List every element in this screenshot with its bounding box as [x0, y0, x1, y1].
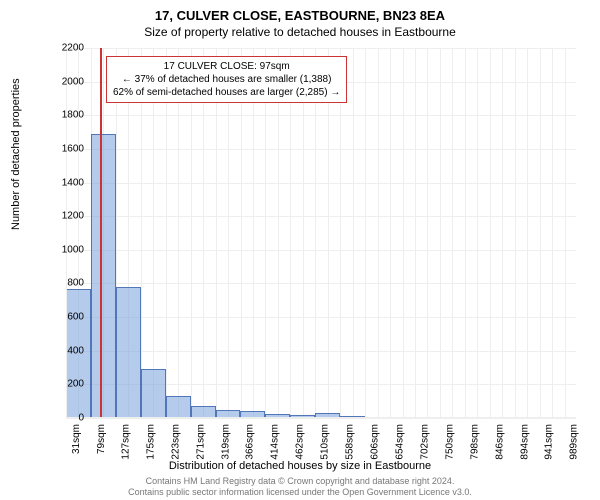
x-tick-label: 941sqm: [544, 424, 555, 460]
x-tick-label: 366sqm: [245, 424, 256, 460]
grid-vertical: [166, 48, 167, 418]
x-tick-label: 271sqm: [196, 424, 207, 460]
x-tick-label: 319sqm: [221, 424, 232, 460]
grid-vertical: [303, 48, 304, 418]
y-tick-label: 600: [44, 312, 84, 323]
grid-horizontal: [66, 317, 576, 318]
chart-title-1: 17, CULVER CLOSE, EASTBOURNE, BN23 8EA: [0, 8, 600, 23]
y-tick-label: 2000: [44, 76, 84, 87]
grid-vertical: [216, 48, 217, 418]
grid-vertical: [353, 48, 354, 418]
grid-vertical: [490, 48, 491, 418]
y-axis-label: Number of detached properties: [10, 78, 22, 230]
x-tick-label: 558sqm: [345, 424, 356, 460]
grid-horizontal: [66, 216, 576, 217]
grid-vertical: [565, 48, 566, 418]
grid-vertical: [540, 48, 541, 418]
annotation-line-1: 17 CULVER CLOSE: 97sqm: [113, 60, 340, 73]
x-tick-label: 606sqm: [370, 424, 381, 460]
x-tick-label: 846sqm: [494, 424, 505, 460]
grid-horizontal: [66, 418, 576, 419]
grid-vertical: [191, 48, 192, 418]
y-tick-label: 1800: [44, 110, 84, 121]
grid-vertical: [390, 48, 391, 418]
annotation-line-2: ← 37% of detached houses are smaller (1,…: [113, 73, 340, 86]
x-tick-label: 989sqm: [569, 424, 580, 460]
grid-vertical: [315, 48, 316, 418]
x-tick-label: 31sqm: [71, 424, 82, 454]
y-tick-label: 0: [44, 413, 84, 424]
x-axis-label: Distribution of detached houses by size …: [0, 460, 600, 472]
grid-horizontal: [66, 149, 576, 150]
chart-plot-area: 17 CULVER CLOSE: 97sqm← 37% of detached …: [66, 48, 576, 418]
grid-vertical: [340, 48, 341, 418]
x-tick-label: 79sqm: [96, 424, 107, 454]
grid-vertical: [241, 48, 242, 418]
grid-vertical: [153, 48, 154, 418]
grid-vertical: [427, 48, 428, 418]
grid-vertical: [203, 48, 204, 418]
chart-title-2: Size of property relative to detached ho…: [0, 25, 600, 39]
grid-vertical: [440, 48, 441, 418]
y-tick-label: 2200: [44, 43, 84, 54]
grid-vertical: [365, 48, 366, 418]
grid-vertical: [265, 48, 266, 418]
histogram-bar: [91, 134, 116, 418]
x-tick-label: 462sqm: [295, 424, 306, 460]
grid-vertical: [253, 48, 254, 418]
y-tick-label: 1200: [44, 211, 84, 222]
x-tick-label: 798sqm: [469, 424, 480, 460]
grid-vertical: [477, 48, 478, 418]
grid-horizontal: [66, 351, 576, 352]
y-tick-label: 200: [44, 379, 84, 390]
annotation-box: 17 CULVER CLOSE: 97sqm← 37% of detached …: [106, 56, 347, 103]
x-tick-label: 175sqm: [146, 424, 157, 460]
grid-vertical: [552, 48, 553, 418]
y-tick-label: 400: [44, 345, 84, 356]
histogram-bar: [141, 369, 166, 418]
grid-vertical: [178, 48, 179, 418]
y-tick-label: 1400: [44, 177, 84, 188]
x-tick-label: 654sqm: [395, 424, 406, 460]
x-tick-label: 414sqm: [270, 424, 281, 460]
grid-vertical: [141, 48, 142, 418]
x-tick-label: 750sqm: [444, 424, 455, 460]
x-tick-label: 702sqm: [419, 424, 430, 460]
property-marker-line: [100, 48, 102, 418]
histogram-bar: [166, 396, 191, 418]
grid-horizontal: [66, 183, 576, 184]
footer-line-2: Contains public sector information licen…: [0, 487, 600, 498]
x-tick-label: 510sqm: [320, 424, 331, 460]
footer-line-1: Contains HM Land Registry data © Crown c…: [0, 476, 600, 487]
annotation-line-3: 62% of semi-detached houses are larger (…: [113, 86, 340, 99]
grid-vertical: [415, 48, 416, 418]
footer-attribution: Contains HM Land Registry data © Crown c…: [0, 476, 600, 498]
grid-vertical: [378, 48, 379, 418]
x-tick-label: 894sqm: [519, 424, 530, 460]
grid-horizontal: [66, 48, 576, 49]
histogram-bar: [116, 287, 141, 418]
grid-vertical: [228, 48, 229, 418]
y-tick-label: 1000: [44, 244, 84, 255]
grid-horizontal: [66, 250, 576, 251]
grid-horizontal: [66, 115, 576, 116]
grid-vertical: [403, 48, 404, 418]
grid-vertical: [452, 48, 453, 418]
grid-vertical: [465, 48, 466, 418]
grid-vertical: [527, 48, 528, 418]
grid-vertical: [502, 48, 503, 418]
grid-vertical: [515, 48, 516, 418]
grid-horizontal: [66, 283, 576, 284]
grid-vertical: [290, 48, 291, 418]
x-tick-label: 223sqm: [171, 424, 182, 460]
x-tick-label: 127sqm: [121, 424, 132, 460]
y-tick-label: 1600: [44, 143, 84, 154]
grid-vertical: [278, 48, 279, 418]
grid-vertical: [328, 48, 329, 418]
y-tick-label: 800: [44, 278, 84, 289]
